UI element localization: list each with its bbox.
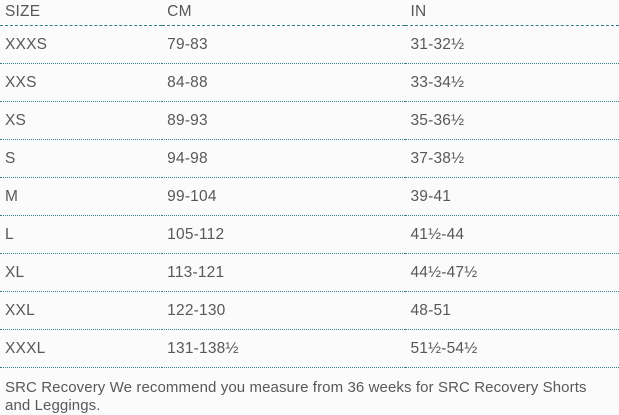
table-cell-cm: 94-98 xyxy=(162,139,406,178)
table-cell-in: 33-34½ xyxy=(405,63,619,102)
table-row: M 99-104 39-41 xyxy=(0,177,619,216)
table-cell-in: 35-36½ xyxy=(405,101,619,140)
table-cell-in: 39-41 xyxy=(405,177,619,216)
column-header-in: IN xyxy=(405,0,619,26)
table-row: XXXL 131-138½ 51½-54½ xyxy=(0,329,619,368)
table-row: XXL 122-130 48-51 xyxy=(0,291,619,330)
table-cell-cm: 113-121 xyxy=(162,253,406,292)
table-cell-size: XL xyxy=(0,253,163,292)
table-cell-in: 31-32½ xyxy=(405,25,619,64)
table-cell-in: 41½-44 xyxy=(405,215,619,254)
size-chart-table: SIZE CM IN XXXS 79-83 31-32½ XXS 84-88 33-34½… xyxy=(0,0,619,368)
table-row: S 94-98 37-38½ xyxy=(0,139,619,178)
table-body: XXXS 79-83 31-32½ XXS 84-88 33-34½ XS 89-93 35-3… xyxy=(0,25,619,368)
table-cell-in: 48-51 xyxy=(405,291,619,330)
table-cell-cm: 84-88 xyxy=(162,63,406,102)
table-header: SIZE CM IN xyxy=(0,0,619,26)
table-cell-in: 37-38½ xyxy=(405,139,619,178)
column-header-size: SIZE xyxy=(0,0,163,26)
column-header-cm: CM xyxy=(162,0,406,26)
table-cell-cm: 89-93 xyxy=(162,101,406,140)
table-cell-size: XXS xyxy=(0,63,163,102)
table-cell-cm: 105-112 xyxy=(162,215,406,254)
footer-note: SRC Recovery We recommend you measure fr… xyxy=(5,379,587,414)
table-cell-cm: 131-138½ xyxy=(162,329,406,368)
table-row: XL 113-121 44½-47½ xyxy=(0,253,619,292)
table-cell-cm: 79-83 xyxy=(162,25,406,64)
table-cell-size: M xyxy=(0,177,163,216)
table-cell-size: S xyxy=(0,139,163,178)
table-cell-size: XXXS xyxy=(0,25,163,64)
table-row: L 105-112 41½-44 xyxy=(0,215,619,254)
table-row: XXS 84-88 33-34½ xyxy=(0,63,619,102)
table-cell-cm: 99-104 xyxy=(162,177,406,216)
table-header-row: SIZE CM IN xyxy=(0,0,619,26)
table-cell-in: 51½-54½ xyxy=(405,329,619,368)
table-cell-in: 44½-47½ xyxy=(405,253,619,292)
table-cell-size: XXXL xyxy=(0,329,163,368)
table-row: XS 89-93 35-36½ xyxy=(0,101,619,140)
table-cell-size: XS xyxy=(0,101,163,140)
table-cell-size: L xyxy=(0,215,163,254)
table-cell-cm: 122-130 xyxy=(162,291,406,330)
table-row: XXXS 79-83 31-32½ xyxy=(0,25,619,64)
table-cell-size: XXL xyxy=(0,291,163,330)
